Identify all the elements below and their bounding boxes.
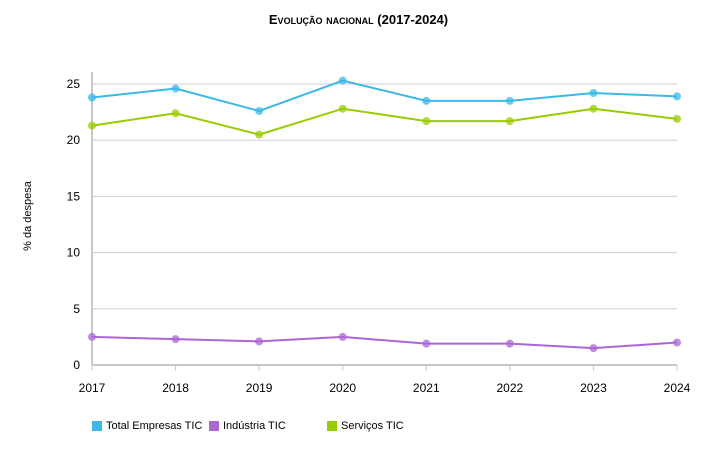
data-point [255,337,264,346]
data-point [171,84,180,93]
series-line [91,79,678,113]
legend-label: Serviços TIC [341,420,404,432]
x-tick-label: 2019 [246,381,273,395]
data-point [338,104,347,113]
data-point [255,130,264,139]
series-line [91,335,678,350]
x-tick-label: 2023 [580,381,607,395]
data-point [338,76,347,85]
legend-swatch [209,421,219,431]
series-line [91,107,678,136]
y-tick-label: 15 [67,189,81,203]
data-point [338,332,347,341]
data-point [589,104,598,113]
data-point [88,121,96,130]
x-tick-label: 2022 [497,381,524,395]
data-point [505,96,514,105]
x-tick-label: 2017 [79,381,106,395]
x-tick-label: 2024 [664,381,691,395]
y-tick-label: 0 [73,358,80,372]
data-point [673,114,681,123]
data-point [589,88,598,97]
data-point [422,117,431,126]
data-point [88,332,96,341]
data-point [589,344,598,353]
legend-label: Total Empresas TIC [106,420,203,432]
data-point [171,109,180,118]
data-point [171,335,180,344]
data-point [255,106,264,115]
data-point [505,117,514,126]
y-tick-label: 5 [73,302,80,316]
y-tick-label: 20 [67,133,81,147]
x-tick-label: 2018 [162,381,189,395]
y-tick-label: 10 [67,246,81,260]
legend-swatch [92,421,102,431]
legend-item-industria[interactable]: Indústria TIC [209,420,286,432]
x-tick-label: 2021 [413,381,440,395]
legend-label: Indústria TIC [223,420,286,432]
data-point [673,92,681,101]
data-point [422,96,431,105]
legend-item-servicos[interactable]: Serviços TIC [327,420,404,432]
data-point [673,338,681,347]
chart-title: Evolução nacional (2017-2024) [268,12,449,27]
data-point [505,339,514,348]
legend-swatch [327,421,337,431]
legend-item-total[interactable]: Total Empresas TIC [92,420,202,432]
data-point [422,339,431,348]
x-tick-label: 2020 [329,381,356,395]
y-tick-label: 25 [67,77,81,91]
data-point [88,93,96,102]
